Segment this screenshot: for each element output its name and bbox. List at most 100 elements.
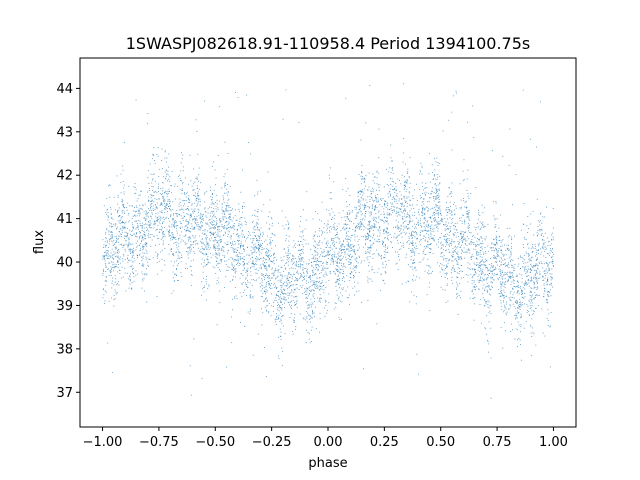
data-point [191, 223, 193, 225]
data-point [409, 221, 411, 223]
data-point [518, 311, 520, 313]
data-point [308, 276, 310, 278]
data-point [527, 265, 529, 267]
data-point [494, 227, 496, 229]
data-point [135, 205, 137, 207]
data-point [299, 313, 301, 315]
data-point [144, 273, 146, 275]
data-point [304, 288, 306, 290]
data-point [110, 266, 112, 268]
data-point [187, 254, 189, 256]
data-point [192, 235, 194, 236]
data-point [245, 222, 247, 224]
data-point [311, 304, 313, 306]
data-point [519, 301, 521, 303]
data-point [531, 270, 533, 271]
data-point [255, 215, 257, 217]
data-point [273, 282, 275, 284]
data-point [536, 251, 538, 253]
data-point [536, 294, 538, 296]
data-point [196, 219, 198, 221]
data-point [341, 244, 343, 246]
data-point [433, 174, 435, 176]
data-point [207, 259, 209, 261]
data-point [528, 299, 530, 301]
data-point [289, 281, 291, 283]
data-point [438, 208, 440, 210]
data-point [217, 242, 219, 243]
data-point [376, 221, 378, 223]
data-point [342, 289, 344, 290]
data-point [428, 173, 430, 175]
data-point [287, 277, 289, 279]
data-point [510, 250, 512, 252]
data-point [399, 209, 401, 210]
data-point [242, 270, 244, 271]
data-point [448, 222, 450, 224]
data-point [193, 189, 195, 191]
data-point [193, 251, 195, 253]
data-point [437, 164, 439, 166]
data-point [396, 195, 398, 197]
data-point [151, 213, 153, 215]
data-point [139, 250, 141, 252]
data-point [227, 236, 229, 238]
data-point [231, 268, 233, 270]
data-point [132, 243, 134, 245]
data-point [177, 280, 179, 281]
data-point [181, 189, 183, 191]
data-point [284, 293, 286, 295]
data-point [285, 293, 287, 295]
data-point [494, 244, 496, 246]
data-point [362, 177, 364, 179]
data-point [451, 149, 453, 151]
data-point [510, 242, 512, 244]
data-point [530, 280, 532, 282]
data-point [301, 275, 303, 277]
data-point [467, 193, 469, 194]
data-point [105, 250, 107, 252]
data-point [505, 249, 507, 251]
data-point [179, 201, 181, 203]
data-point [520, 285, 522, 287]
data-point [355, 225, 357, 227]
data-point [501, 284, 503, 286]
data-point [260, 244, 262, 246]
data-point [397, 269, 399, 270]
data-point [386, 232, 388, 234]
data-point [378, 190, 380, 192]
data-point [131, 205, 133, 207]
data-point [139, 194, 141, 196]
data-point [284, 267, 286, 269]
data-point [265, 266, 267, 268]
data-point [408, 191, 410, 193]
data-point [535, 269, 537, 271]
data-point [102, 274, 104, 276]
data-point [275, 287, 277, 289]
data-point [312, 235, 314, 237]
data-point [260, 245, 262, 247]
data-point [152, 154, 154, 155]
data-point [383, 220, 385, 222]
data-point [208, 284, 210, 286]
data-point [516, 346, 518, 348]
data-point [542, 248, 544, 250]
data-point [106, 209, 108, 211]
data-point [121, 216, 123, 218]
data-point [107, 342, 109, 344]
data-point [298, 289, 300, 290]
data-point [520, 274, 522, 276]
data-point [124, 235, 126, 237]
data-point [157, 219, 159, 220]
data-point [281, 347, 283, 349]
data-point [409, 218, 411, 220]
data-point [446, 240, 448, 242]
data-point [121, 210, 123, 212]
data-point [221, 223, 223, 225]
data-point [457, 232, 459, 234]
data-point [527, 284, 529, 285]
data-point [300, 240, 302, 242]
data-point [205, 281, 207, 283]
data-point [379, 204, 381, 206]
data-point [196, 242, 198, 244]
